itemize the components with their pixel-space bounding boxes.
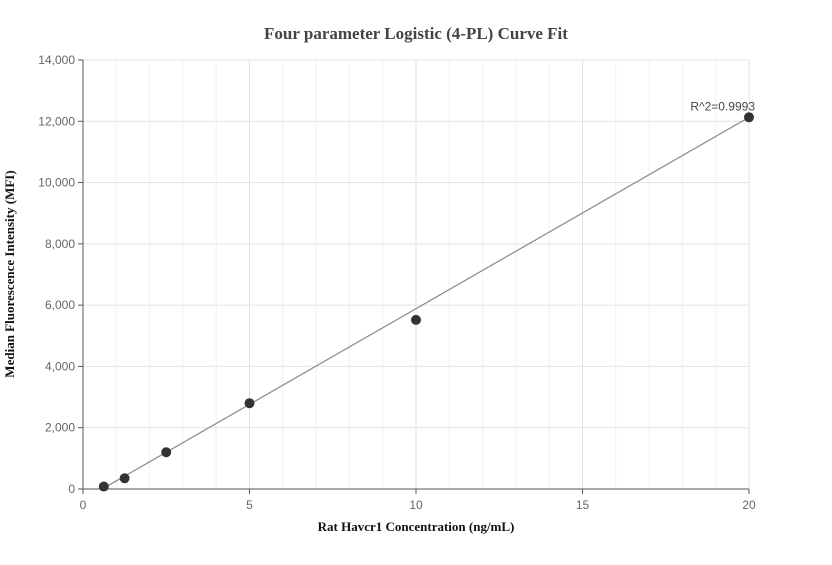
- data-points: [98, 112, 754, 492]
- axes: 0 2,000 4,000 6,000 8,000 10,000 12,000 14,000 0…: [38, 53, 756, 512]
- y-tick-label: 6,000: [45, 298, 75, 312]
- data-point: [161, 447, 172, 458]
- y-tick-label: 10,000: [38, 176, 75, 190]
- fit-line-layer: [103, 116, 750, 489]
- data-point: [244, 398, 255, 409]
- y-tick-label: 12,000: [38, 114, 75, 128]
- x-tick-label: 5: [246, 498, 253, 512]
- annotations: R^2=0.9993: [690, 99, 755, 113]
- y-tick-label: 4,000: [45, 359, 75, 373]
- x-tick-label: 15: [576, 498, 590, 512]
- data-point: [411, 314, 421, 325]
- x-axis-label: Rat Havcr1 Concentration (ng/mL): [318, 519, 515, 534]
- x-tick-label: 20: [742, 498, 756, 512]
- fit-curve-line: [103, 116, 750, 489]
- x-tick-label: 0: [80, 498, 87, 512]
- y-axis-label: Median Fluorescence Intensity (MFI): [2, 170, 17, 377]
- y-tick-label: 14,000: [38, 53, 75, 67]
- data-point: [98, 481, 109, 492]
- y-tick-label: 0: [68, 482, 75, 496]
- y-tick-label: 2,000: [45, 421, 75, 435]
- data-point: [744, 112, 754, 123]
- data-point: [119, 473, 130, 484]
- grid: [83, 59, 750, 489]
- r-squared-annotation: R^2=0.9993: [690, 99, 755, 113]
- y-tick-label: 8,000: [45, 237, 75, 251]
- chart-title: Four parameter Logistic (4-PL) Curve Fit: [264, 24, 568, 43]
- x-tick-label: 10: [409, 498, 423, 512]
